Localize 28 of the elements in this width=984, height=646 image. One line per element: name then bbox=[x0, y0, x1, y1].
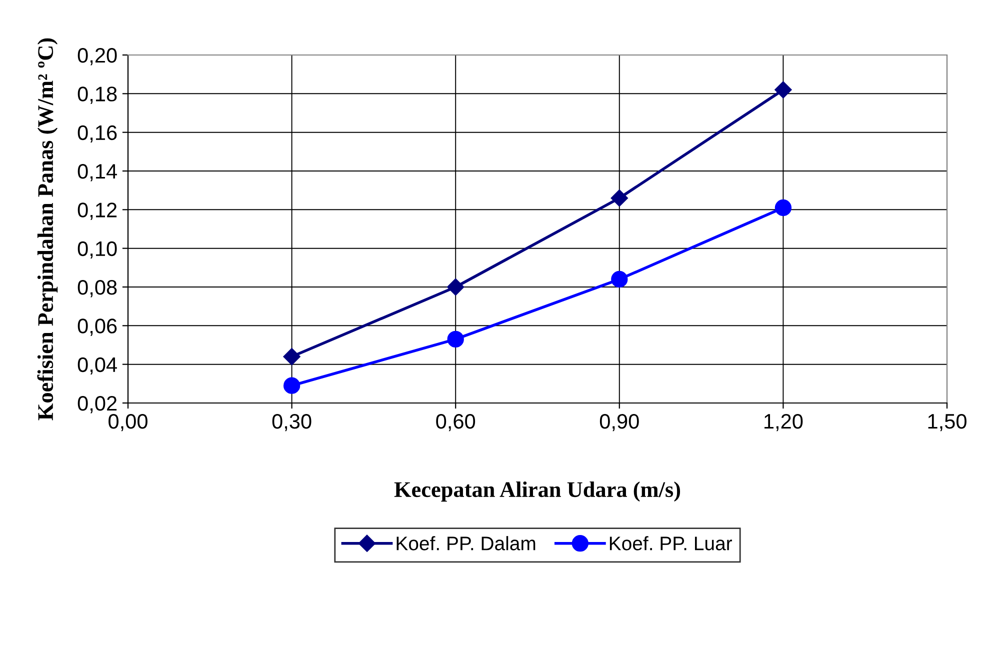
y-tick-label: 0,04 bbox=[78, 357, 117, 375]
legend-label: Koef. PP. Dalam bbox=[396, 536, 536, 550]
y-axis-title: Koefisien Perpindahan Panas (W/m² ºC) bbox=[37, 38, 58, 420]
x-tick-label: 1,50 bbox=[928, 414, 966, 432]
y-tick-label: 0,02 bbox=[78, 396, 117, 414]
x-tick-label: 1,20 bbox=[764, 414, 803, 432]
y-tick-label: 0,10 bbox=[78, 241, 117, 259]
point bbox=[447, 278, 464, 296]
y-tick-label: 0,14 bbox=[78, 164, 117, 182]
y-tick-label: 0,20 bbox=[78, 48, 117, 66]
x-tick-label: 0,90 bbox=[600, 414, 639, 432]
y-tick-label: 0,12 bbox=[78, 202, 117, 220]
y-tick-label: 0,08 bbox=[78, 280, 117, 298]
x-tick-label: 0,60 bbox=[436, 414, 476, 432]
y-tick-label: 0,18 bbox=[78, 86, 117, 104]
point bbox=[611, 270, 628, 288]
x-tick-label: 0,30 bbox=[272, 414, 312, 432]
point bbox=[774, 81, 792, 98]
point bbox=[610, 190, 628, 207]
point bbox=[447, 330, 464, 348]
y-tick-label: 0,06 bbox=[78, 318, 117, 336]
x-tick-label: 0,00 bbox=[108, 414, 148, 432]
legend-label: Koef. PP. Luar bbox=[610, 536, 732, 550]
point bbox=[283, 377, 300, 394]
point bbox=[283, 348, 300, 366]
y-tick-label: 0,16 bbox=[78, 125, 117, 143]
x-axis-title: Kecepatan Aliran Udara (m/s) bbox=[394, 481, 680, 502]
point bbox=[774, 199, 792, 216]
